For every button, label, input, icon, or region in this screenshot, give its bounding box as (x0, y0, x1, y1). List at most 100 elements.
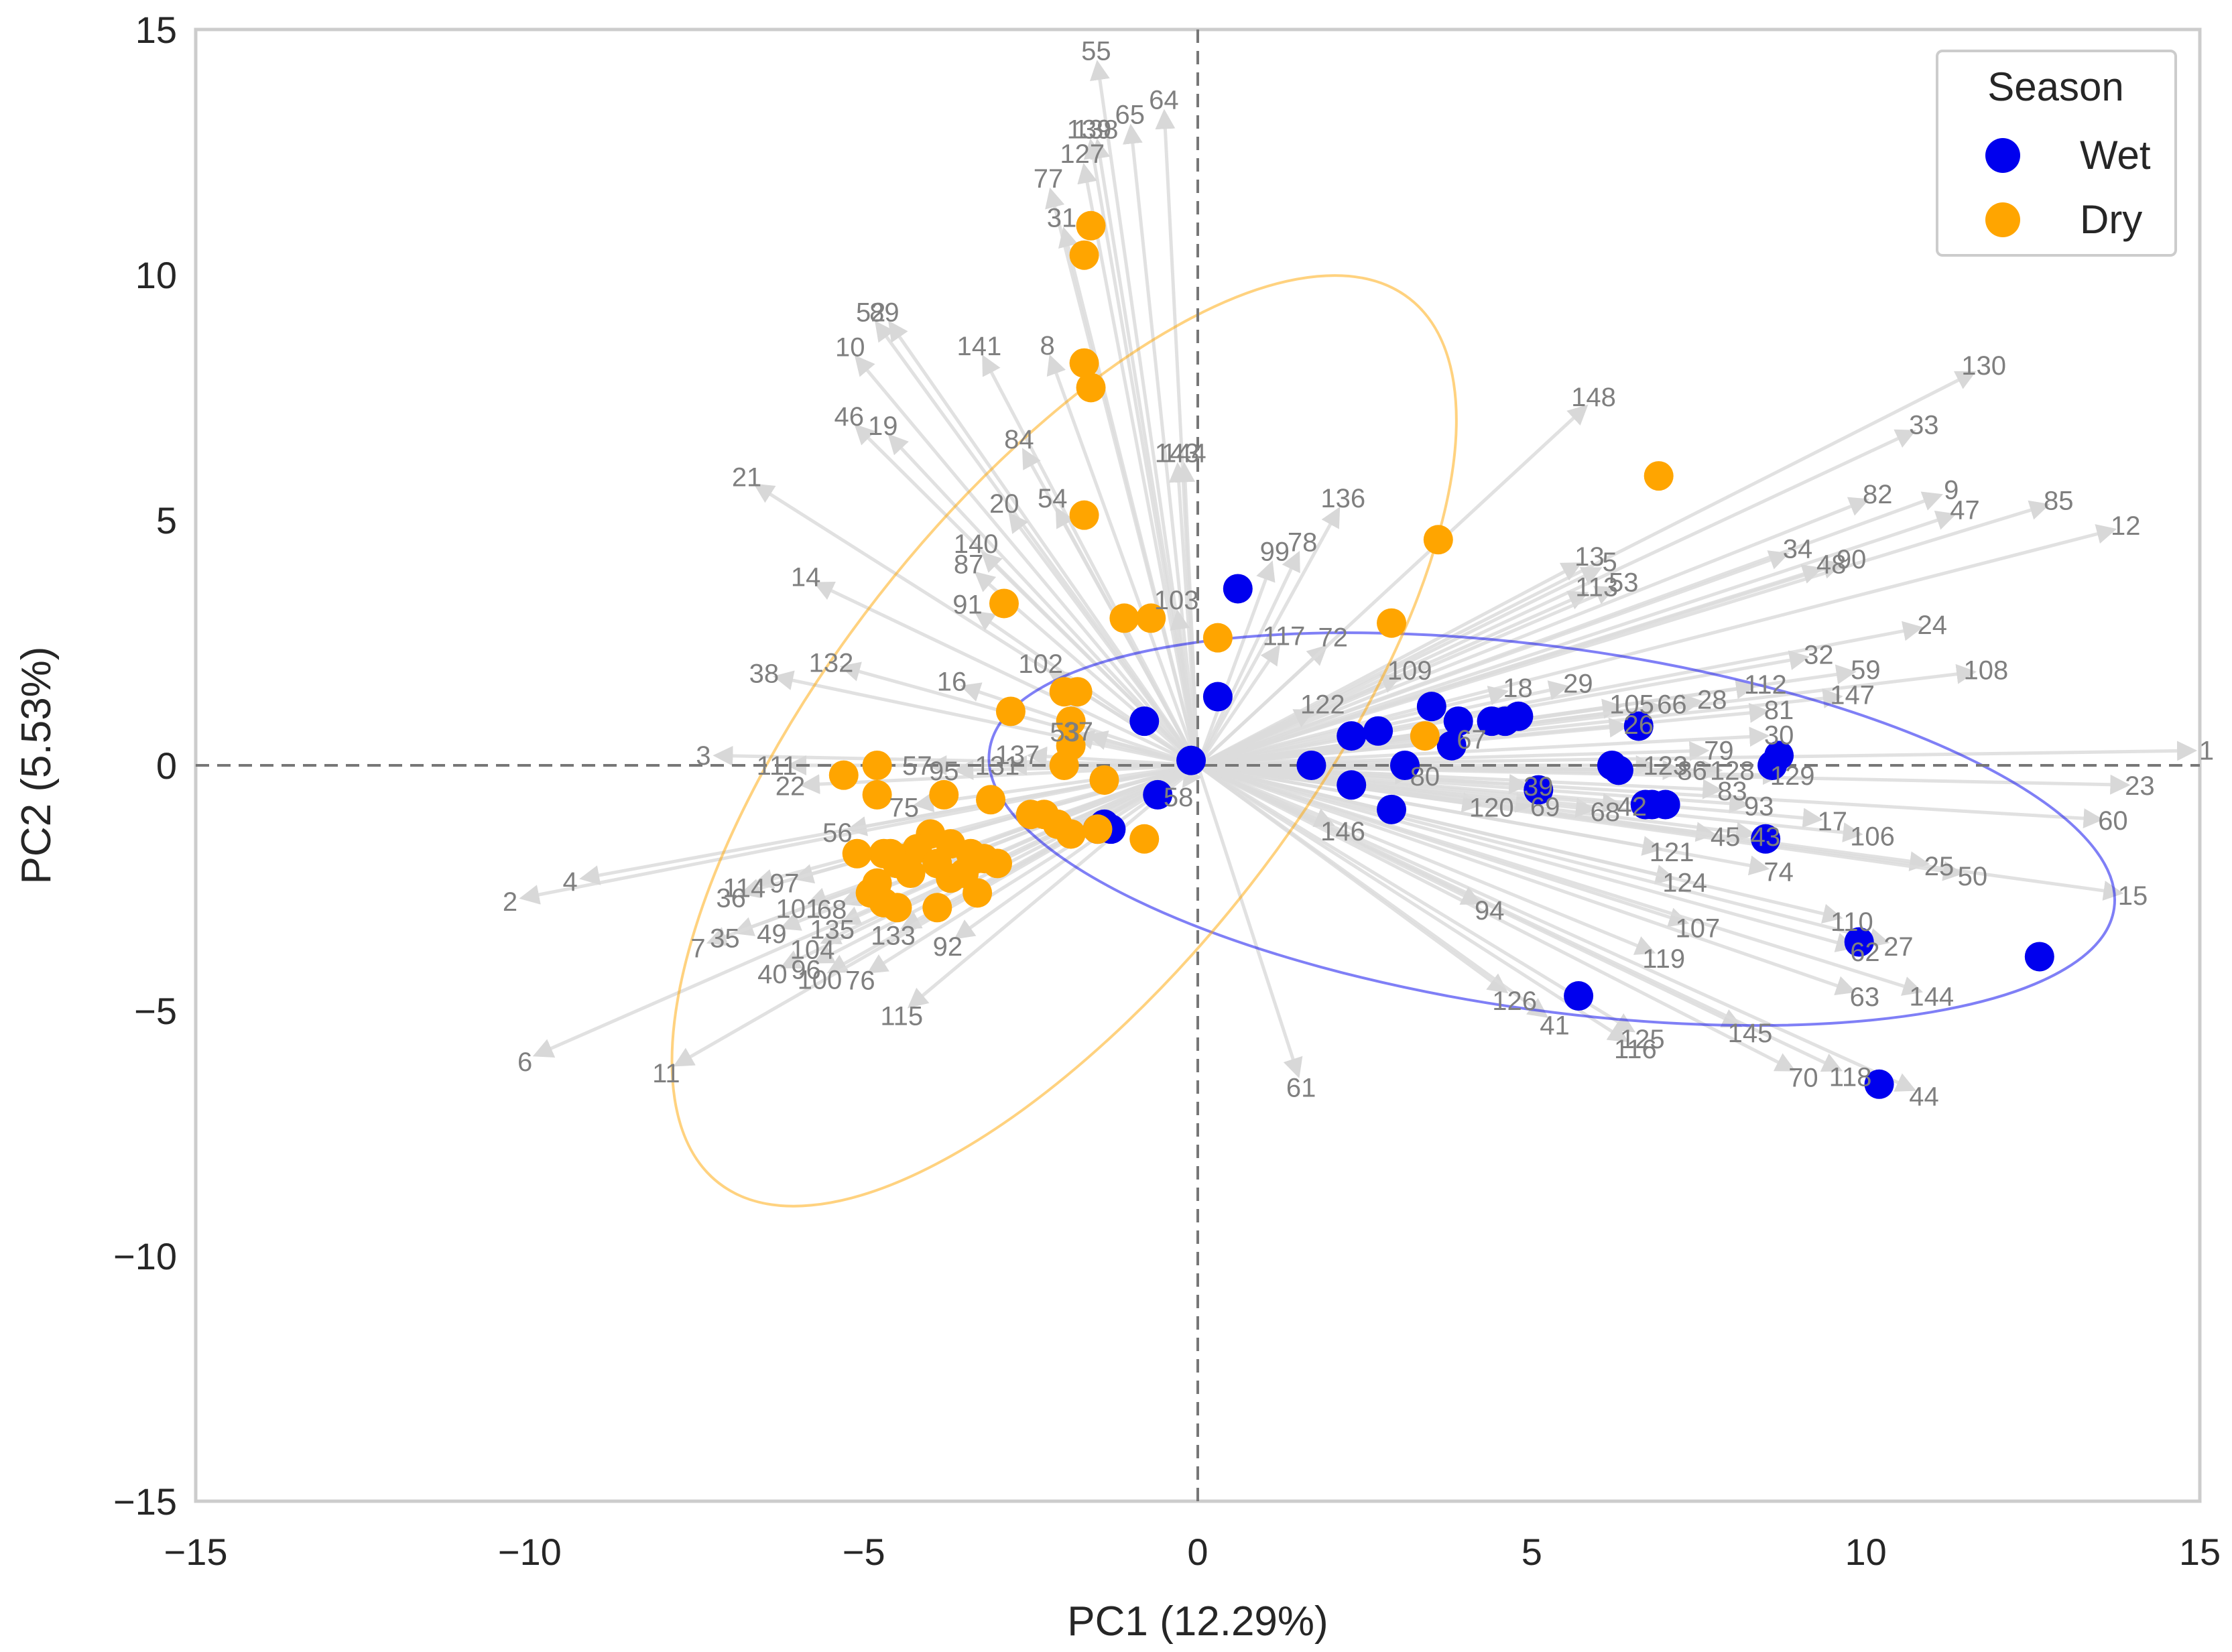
legend-marker-dry (1985, 202, 2020, 237)
loading-label-22: 22 (776, 772, 806, 802)
loading-label-54: 54 (1038, 484, 1068, 513)
loading-label-52: 52 (856, 298, 886, 328)
loading-label-107: 107 (1676, 913, 1721, 943)
loading-label-121: 121 (1650, 838, 1694, 867)
loading-label-105: 105 (1609, 690, 1654, 719)
legend-marker-wet (1985, 138, 2020, 173)
legend-title: Season (1987, 64, 2124, 109)
loading-label-76: 76 (845, 966, 875, 995)
point-wet (1416, 692, 1446, 722)
point-dry (1410, 721, 1440, 751)
confidence-ellipse-dry (670, 274, 1458, 1208)
loading-label-18: 18 (1503, 674, 1533, 703)
loading-label-79: 79 (1704, 736, 1734, 765)
loading-label-126: 126 (1492, 987, 1537, 1016)
point-wet (1603, 755, 1633, 785)
loading-label-91: 91 (952, 590, 983, 619)
loading-label-63: 63 (1850, 982, 1880, 1012)
loading-label-15: 15 (2118, 881, 2148, 911)
loading-label-45: 45 (1711, 822, 1741, 852)
x-tick-label: 0 (1187, 1531, 1208, 1573)
loading-arrow-144 (1197, 763, 1924, 996)
loading-label-111: 111 (757, 751, 798, 781)
point-dry (989, 588, 1019, 619)
point-dry (1129, 824, 1160, 854)
loading-label-87: 87 (954, 550, 984, 579)
loading-label-130: 130 (1961, 351, 2006, 381)
loading-label-5: 5 (1603, 548, 1617, 577)
point-dry (1644, 461, 1674, 491)
y-tick-label: 15 (135, 9, 177, 51)
confidence-ellipse-wet (987, 631, 2117, 1027)
loading-label-9: 9 (1944, 476, 1959, 505)
loading-label-77: 77 (1034, 164, 1064, 194)
scatter-points (828, 210, 2054, 1099)
legend-label-dry: Dry (2080, 197, 2142, 242)
loading-label-84: 84 (1004, 425, 1034, 454)
loading-label-37: 37 (1064, 717, 1094, 747)
loading-label-99: 99 (1260, 537, 1290, 567)
loading-arrow-62 (1197, 763, 1857, 952)
loading-label-102: 102 (1018, 649, 1063, 679)
point-wet (1443, 706, 1473, 737)
point-wet (1564, 981, 1594, 1011)
x-tick-label: 10 (1845, 1531, 1887, 1573)
loading-label-1: 1 (2199, 737, 2214, 766)
loading-label-7: 7 (690, 934, 705, 963)
y-tick-label: −10 (113, 1235, 177, 1277)
point-dry (1056, 819, 1086, 849)
loading-label-62: 62 (1850, 938, 1880, 967)
loading-label-24: 24 (1918, 611, 1948, 640)
point-dry (882, 893, 912, 923)
loading-label-28: 28 (1697, 685, 1727, 714)
loading-arrow-76 (867, 763, 1199, 974)
loading-label-104: 104 (790, 935, 835, 964)
loading-label-55: 55 (1081, 36, 1111, 66)
y-tick-label: 10 (135, 254, 177, 296)
x-tick-label: 5 (1522, 1531, 1542, 1573)
loading-label-133: 133 (871, 922, 916, 951)
point-wet (1524, 775, 1554, 805)
loading-label-31: 31 (1047, 203, 1077, 233)
loading-arrow-148 (1196, 404, 1589, 767)
loading-label-97: 97 (769, 869, 800, 899)
loading-label-26: 26 (1623, 710, 1654, 740)
loading-label-101: 101 (776, 895, 821, 924)
loading-arrow-136 (1196, 507, 1341, 767)
loading-label-85: 85 (2044, 486, 2074, 515)
loading-label-58: 58 (1164, 783, 1194, 812)
point-dry (929, 779, 959, 810)
point-dry (862, 868, 892, 898)
loading-label-44: 44 (1909, 1082, 1939, 1112)
loading-label-39: 39 (1524, 772, 1554, 802)
loading-arrow-125 (1196, 763, 1635, 1033)
loading-label-78: 78 (1288, 527, 1318, 557)
loading-label-17: 17 (1818, 807, 1848, 836)
loading-label-32: 32 (1804, 640, 1834, 670)
loading-label-68: 68 (817, 895, 847, 924)
loading-label-86: 86 (1677, 757, 1707, 786)
loading-label-33: 33 (1909, 411, 1939, 440)
loading-arrow-23 (1197, 763, 2131, 795)
loading-label-135: 135 (810, 915, 855, 945)
loading-label-49: 49 (757, 919, 787, 949)
loading-label-80: 80 (1410, 762, 1440, 791)
loading-label-70: 70 (1788, 1063, 1818, 1092)
loading-label-57: 57 (902, 751, 932, 781)
point-dry (963, 878, 993, 908)
loading-label-47: 47 (1950, 495, 1980, 525)
loading-arrow-34 (1197, 550, 1790, 767)
loading-label-120: 120 (1469, 793, 1514, 822)
loading-label-27: 27 (1883, 932, 1914, 962)
point-wet (1363, 716, 1393, 746)
loading-label-65: 65 (1115, 100, 1145, 129)
loading-label-35: 35 (710, 924, 740, 954)
loading-label-34: 34 (1783, 534, 1813, 564)
loading-label-118: 118 (1829, 1063, 1872, 1092)
loading-arrow-63 (1197, 763, 1857, 996)
loading-arrow-89 (888, 320, 1200, 767)
loading-label-145: 145 (1728, 1019, 1773, 1048)
loading-arrow-70 (1196, 763, 1796, 1072)
loading-label-41: 41 (1540, 1011, 1570, 1040)
